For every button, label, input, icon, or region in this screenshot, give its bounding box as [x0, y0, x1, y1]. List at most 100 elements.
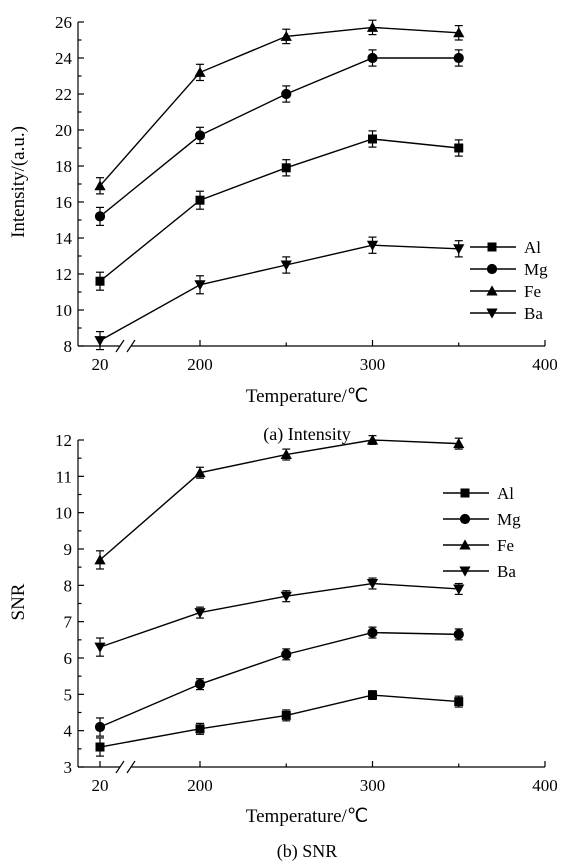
- series-fe: [94, 434, 465, 570]
- data-point: [366, 21, 379, 32]
- series-al: [95, 690, 464, 757]
- data-point: [453, 629, 464, 640]
- y-tick-label: 16: [55, 193, 72, 212]
- x-tick-label: 300: [360, 355, 386, 374]
- data-point: [280, 30, 292, 41]
- series-mg: [94, 626, 464, 737]
- y-tick-label: 24: [55, 49, 73, 68]
- y-tick-label: 12: [55, 431, 72, 450]
- series-line: [99, 694, 459, 748]
- legend: Al Mg Fe Ba: [443, 484, 521, 581]
- data-point: [367, 627, 378, 638]
- data-point: [94, 180, 106, 191]
- axis-break-mark: [126, 339, 136, 353]
- x-axis-title: Temperature/℃: [246, 386, 368, 407]
- data-point: [94, 336, 106, 347]
- legend-marker: [460, 488, 470, 498]
- data-point: [454, 143, 464, 153]
- chart-intensity: (a) Intensity Temperature/℃ Intensity/(a…: [8, 13, 558, 445]
- data-point: [454, 697, 464, 707]
- series-fe: [94, 19, 465, 195]
- series-line: [99, 631, 459, 728]
- data-point: [281, 163, 291, 173]
- data-point: [94, 554, 106, 565]
- x-tick-label: 400: [532, 355, 558, 374]
- y-tick-label: 26: [55, 13, 72, 32]
- data-point: [453, 27, 465, 38]
- data-point: [195, 195, 205, 205]
- y-axis-title: Intensity/(a.u.): [8, 126, 29, 238]
- data-point: [281, 88, 292, 100]
- data-point: [281, 710, 291, 720]
- legend-marker: [487, 242, 497, 252]
- chart-caption: (a) Intensity: [263, 424, 350, 445]
- series-line: [99, 26, 459, 187]
- y-tick-label: 18: [55, 157, 72, 176]
- legend-label: Ba: [497, 562, 516, 581]
- data-point: [280, 448, 292, 460]
- y-tick-label: 10: [55, 301, 72, 320]
- axis-break-mark: [115, 760, 125, 774]
- legend-marker: [486, 263, 498, 275]
- data-point: [453, 244, 465, 255]
- data-point: [94, 721, 106, 733]
- legend-marker: [459, 513, 471, 525]
- data-point: [368, 690, 377, 700]
- chart-snr: (b) SNR Temperature/℃ SNR 3 4 5 6 7 8 9 10 11 12 2…: [8, 431, 558, 862]
- data-point: [453, 438, 465, 449]
- data-point: [367, 52, 378, 64]
- series-line: [99, 439, 459, 561]
- data-point: [194, 66, 206, 77]
- data-point: [453, 584, 465, 595]
- data-point: [194, 130, 206, 141]
- legend-label: Al: [524, 238, 541, 257]
- y-tick-label: 7: [64, 613, 73, 632]
- legend-label: Mg: [497, 510, 521, 529]
- data-point: [95, 276, 105, 286]
- y-tick-label: 8: [64, 576, 73, 595]
- y-tick-label: 6: [64, 649, 73, 668]
- x-tick-label: 200: [187, 776, 213, 795]
- legend-label: Mg: [524, 260, 548, 279]
- y-tick-label: 10: [55, 504, 72, 523]
- data-point: [94, 211, 106, 222]
- series-ba: [94, 577, 465, 657]
- series-line: [99, 57, 459, 217]
- legend-label: Fe: [524, 282, 541, 301]
- series-line: [99, 138, 459, 282]
- y-tick-label: 20: [55, 121, 72, 140]
- x-tick-label: 20: [92, 776, 109, 795]
- data-point: [194, 467, 206, 478]
- series-al: [95, 130, 464, 291]
- x-tick-label: 20: [92, 355, 109, 374]
- x-tick-label: 300: [360, 776, 386, 795]
- y-tick-label: 9: [64, 540, 73, 559]
- axis-break-mark: [115, 339, 125, 353]
- data-point: [366, 434, 379, 445]
- y-axis-title: SNR: [8, 583, 29, 620]
- series-ba: [94, 236, 465, 351]
- data-point: [281, 649, 292, 660]
- data-point: [194, 608, 206, 619]
- legend-label: Ba: [524, 304, 543, 323]
- y-tick-label: 3: [64, 758, 73, 777]
- legend: Al Mg Fe Ba: [470, 238, 548, 323]
- legend-marker: [486, 285, 498, 296]
- y-tick-label: 12: [55, 265, 72, 284]
- series-line: [99, 582, 459, 648]
- x-axis-title: Temperature/℃: [246, 806, 368, 827]
- legend-marker: [459, 539, 471, 550]
- data-point: [194, 679, 206, 690]
- data-point: [366, 579, 379, 590]
- data-point: [453, 52, 464, 64]
- y-tick-label: 22: [55, 85, 72, 104]
- series-line: [99, 244, 459, 342]
- data-point: [280, 260, 292, 271]
- y-tick-label: 8: [64, 337, 73, 356]
- chart-caption: (b) SNR: [277, 841, 338, 862]
- y-tick-label: 4: [64, 722, 73, 741]
- data-point: [195, 724, 205, 734]
- legend-marker: [486, 308, 498, 319]
- data-point: [280, 591, 292, 602]
